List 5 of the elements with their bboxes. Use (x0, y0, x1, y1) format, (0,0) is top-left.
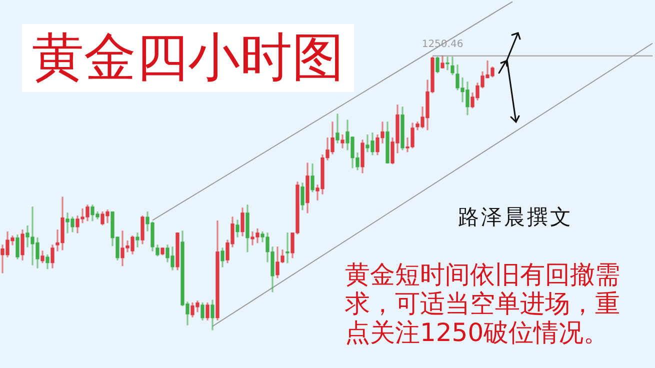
annotation: 黄金短时间依旧有回撤需求，可适当空单进场，重点关注1250破位情况。 (345, 260, 621, 347)
annotation: 路泽晨撰文 (458, 204, 573, 231)
candlestick (446, 56, 450, 70)
chart-title: 黄金四小时图 (22, 24, 354, 92)
candlestick (286, 232, 290, 264)
